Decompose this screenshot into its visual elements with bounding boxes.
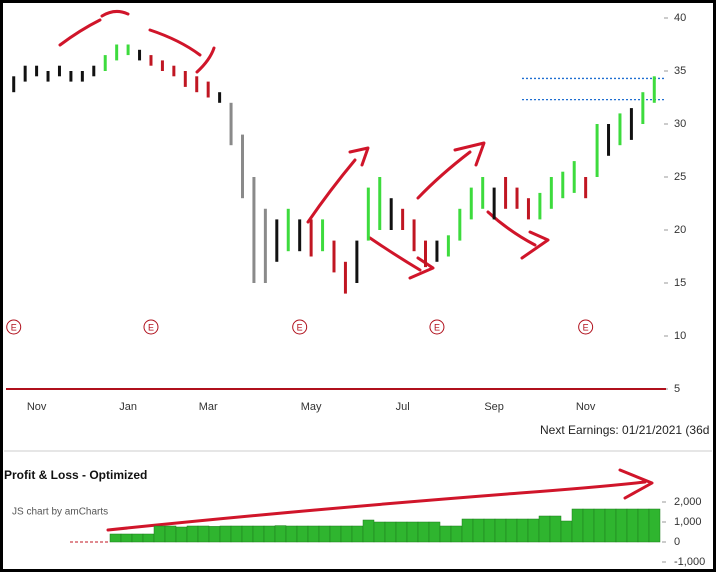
bar: [428, 521, 441, 543]
y-tick-label: 20: [674, 224, 686, 236]
bar: [406, 521, 419, 543]
y-tick-label: 1,000: [674, 516, 702, 528]
bar: [483, 518, 496, 543]
bar: [296, 525, 309, 543]
bar: [351, 525, 364, 543]
credit: JS chart by amCharts: [12, 507, 108, 518]
earnings-label: E: [583, 322, 589, 332]
y-tick-label: 30: [674, 118, 686, 130]
y-tick-label: 0: [674, 536, 680, 548]
bar: [307, 525, 320, 543]
bar: [582, 508, 595, 543]
bar: [571, 508, 584, 543]
bar: [142, 533, 155, 543]
bar: [538, 515, 551, 543]
x-tick-label: Jan: [119, 401, 137, 413]
bar: [340, 525, 353, 543]
bar: [560, 520, 573, 543]
scribble: [106, 468, 654, 532]
next-earnings: Next Earnings: 01/21/2021 (36d: [540, 423, 709, 437]
bar: [494, 518, 507, 543]
bar: [208, 526, 221, 543]
bar: [604, 508, 617, 543]
bar: [549, 515, 562, 543]
bar: [417, 521, 430, 543]
x-tick-label: May: [301, 401, 322, 413]
bar: [285, 525, 298, 543]
bar: [219, 525, 232, 543]
bar: [197, 525, 210, 543]
bar: [362, 519, 375, 543]
y-tick-label: 35: [674, 65, 686, 77]
x-tick-label: Nov: [27, 401, 47, 413]
bar: [274, 525, 287, 543]
earnings-label: E: [297, 322, 303, 332]
scribble: [486, 210, 550, 260]
earnings-label: E: [148, 322, 154, 332]
bar: [186, 525, 199, 543]
x-tick-label: Sep: [484, 401, 504, 413]
pnl-title: Profit & Loss - Optimized: [4, 468, 147, 482]
bar: [329, 525, 342, 543]
bar: [318, 525, 331, 543]
earnings-marker: [143, 319, 159, 335]
earnings-label: E: [434, 322, 440, 332]
bar: [395, 521, 408, 543]
bar: [505, 518, 518, 543]
bar: [384, 521, 397, 543]
scribble: [368, 236, 435, 280]
bar: [175, 526, 188, 543]
y-tick-label: 40: [674, 12, 686, 24]
panel: [3, 3, 713, 569]
y-tick-label: 10: [674, 330, 686, 342]
earnings-label: E: [11, 322, 17, 332]
y-tick-label: 15: [674, 277, 686, 289]
bar: [626, 508, 639, 543]
bar: [241, 525, 254, 543]
scribble: [416, 141, 486, 200]
bar: [120, 533, 133, 543]
y-tick-label: -1,000: [674, 556, 705, 568]
x-tick-label: Jul: [396, 401, 410, 413]
scribble: [58, 9, 130, 47]
annotations: [58, 9, 654, 532]
bar: [109, 533, 122, 543]
y-tick-label: 2,000: [674, 496, 702, 508]
bar: [373, 521, 386, 543]
earnings-marker: [292, 319, 308, 335]
bar: [252, 525, 265, 543]
y-tick-label: 5: [674, 383, 680, 395]
y-tick-label: 25: [674, 171, 686, 183]
bar: [153, 525, 166, 543]
bar: [648, 508, 661, 543]
x-tick-label: Mar: [199, 401, 218, 413]
bar: [516, 518, 529, 543]
bar: [131, 533, 144, 543]
bar: [164, 525, 177, 543]
bar: [439, 525, 452, 543]
earnings-marker: [429, 319, 445, 335]
bar: [637, 508, 650, 543]
bar: [230, 525, 243, 543]
x-tick-label: Nov: [576, 401, 596, 413]
scribble: [148, 28, 216, 74]
earnings-marker: [578, 319, 594, 335]
earnings-marker: [6, 319, 22, 335]
bar: [615, 508, 628, 543]
bar: [263, 525, 276, 543]
bar: [593, 508, 606, 543]
bar: [472, 518, 485, 543]
scribble: [306, 146, 370, 224]
bar: [461, 518, 474, 543]
bar: [527, 518, 540, 543]
bar: [450, 525, 463, 543]
